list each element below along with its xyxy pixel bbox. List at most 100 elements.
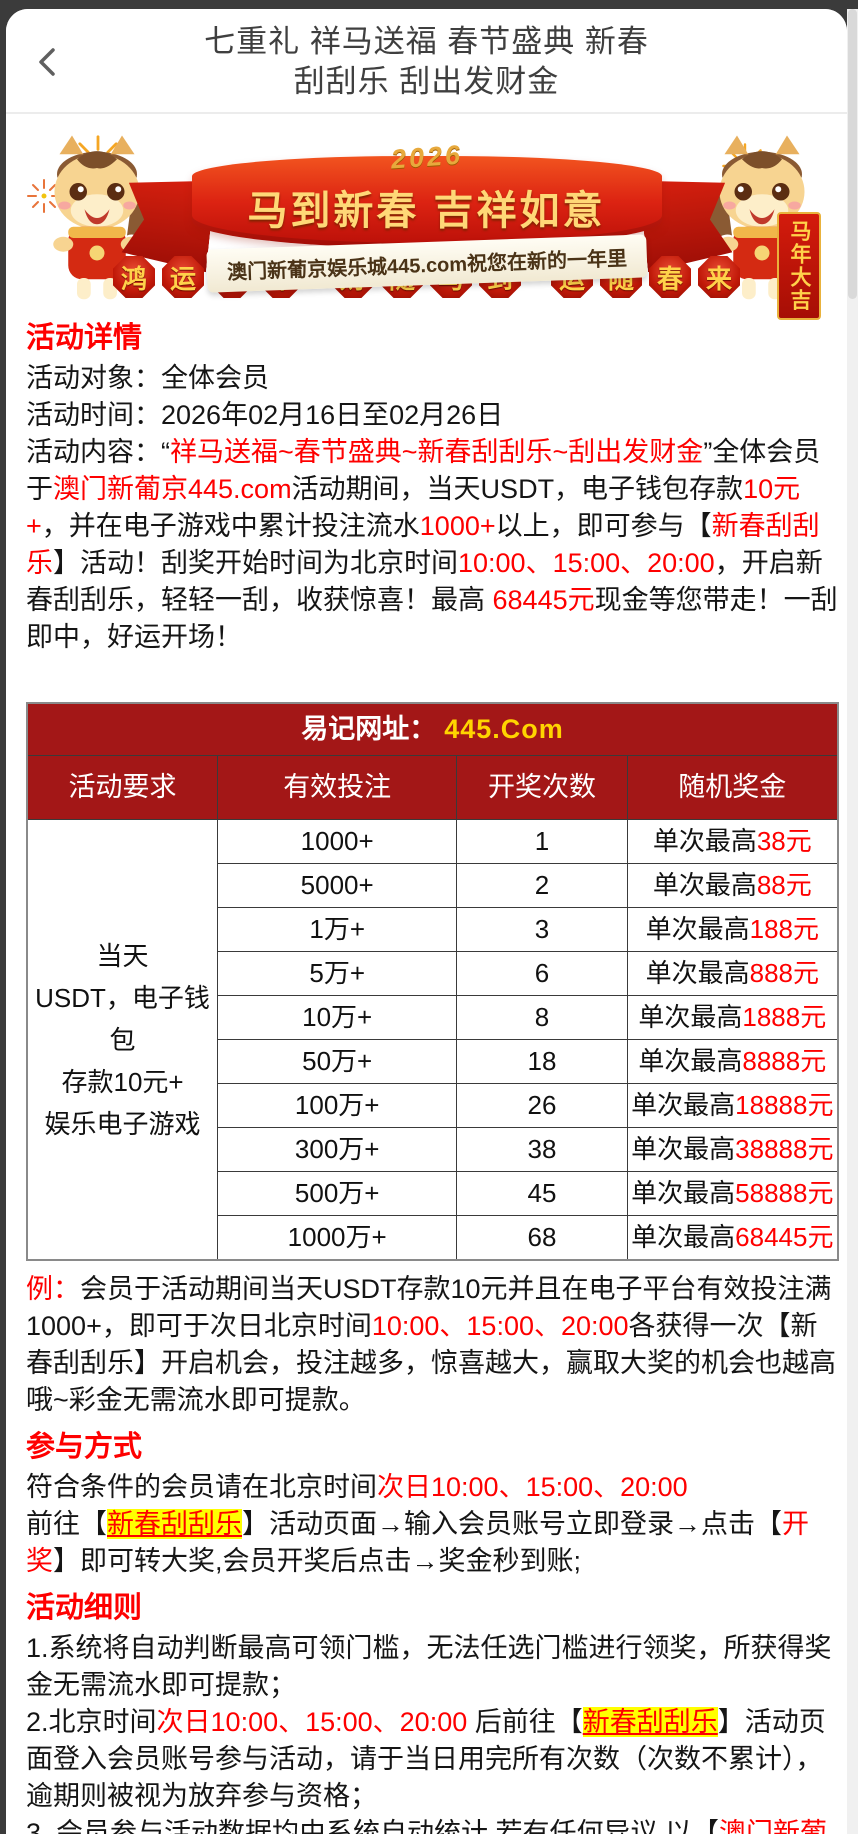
bet-cell: 100万+ bbox=[217, 1083, 458, 1128]
prize-prefix: 单次最高 bbox=[652, 826, 757, 856]
table-row: 100万+ 26 单次最高18888元 bbox=[27, 1083, 839, 1128]
text-segment: 10:00、15:00、20:00 bbox=[371, 1311, 629, 1341]
prize-prefix: 单次最高 bbox=[645, 958, 750, 988]
draws-cell: 3 bbox=[456, 907, 628, 952]
year-label: 2026 bbox=[389, 139, 464, 175]
text-segment: 1.系统将自动判断最高可领门槛，无法任选门槛进行领奖，所获得奖金无需流水即可提款… bbox=[26, 1633, 832, 1700]
text-segment: 现金等您带走！一刮即中，好运开场！ bbox=[26, 585, 838, 652]
ribbon-slogan: 马到新春 吉祥如意 bbox=[247, 189, 606, 233]
rule-item-2: 2.北京时间次日10:00、15:00、20:00 后前往【新春刮刮乐】活动页面… bbox=[26, 1704, 839, 1815]
text-segment: 活动期间，当天USDT，电子钱包存款 bbox=[291, 474, 744, 504]
page-title: 七重礼 祥马送福 春节盛典 新春 刮刮乐 刮出发财金 bbox=[76, 22, 777, 102]
text-segment: 次日10:00、15:00、20:00 bbox=[377, 1472, 688, 1502]
section-heading-rules: 活动细则 bbox=[26, 1592, 143, 1624]
prize-cell: 单次最高188元 bbox=[626, 907, 839, 952]
text-segment: ，开启新春刮刮乐，轻轻一刮，收获惊喜！最高 bbox=[26, 548, 823, 615]
draws-cell: 1 bbox=[456, 819, 628, 864]
prize-value: 18888元 bbox=[735, 1090, 834, 1120]
bet-cell: 10万+ bbox=[217, 995, 458, 1040]
table-row: 1000万+ 68 单次最高68445元 bbox=[27, 1215, 839, 1261]
prize-cell: 单次最高68445元 bbox=[626, 1215, 839, 1261]
back-button[interactable] bbox=[32, 45, 66, 79]
table-url-row: 易记网址： 445.Com bbox=[26, 702, 839, 756]
activity-target-row: 活动对象：全体会员 bbox=[26, 360, 839, 397]
prize-cell: 单次最高88元 bbox=[626, 863, 839, 908]
draws-cell: 38 bbox=[456, 1127, 628, 1172]
example-paragraph: 例：会员于活动期间当天USDT存款10元并且在电子平台有效投注满1000+，即可… bbox=[26, 1271, 839, 1419]
bet-cell: 5万+ bbox=[217, 951, 458, 996]
bet-cell: 50万+ bbox=[217, 1039, 458, 1084]
inline-link[interactable]: 新春刮刮乐 bbox=[107, 1509, 242, 1539]
activity-target-label: 活动对象： bbox=[26, 363, 161, 393]
scrollbar-thumb[interactable] bbox=[848, 9, 857, 299]
activity-time-value: 2026年02月16日至02月26日 bbox=[161, 400, 504, 430]
requirement-line: USDT，电子钱包 bbox=[35, 982, 210, 1055]
prize-cell: 单次最高18888元 bbox=[626, 1083, 839, 1128]
requirement-line: 当天 bbox=[96, 940, 149, 971]
activity-time-label: 活动时间： bbox=[26, 400, 161, 430]
text-segment: 10:00、15:00、20:00 bbox=[458, 548, 715, 578]
text-segment: 后前往【 bbox=[467, 1707, 583, 1737]
col-header-requirement: 活动要求 bbox=[26, 755, 219, 820]
lantern-badge: 鸿 bbox=[113, 256, 155, 298]
bet-cell: 1000万+ bbox=[217, 1215, 458, 1261]
text-segment: 】活动页面→输入会员账号立即登录→点击【 bbox=[242, 1509, 782, 1539]
draws-cell: 45 bbox=[456, 1171, 628, 1216]
requirement-line: 娱乐电子游戏 bbox=[44, 1108, 201, 1139]
prize-prefix: 单次最高 bbox=[652, 870, 757, 900]
text-segment: 2.北京时间 bbox=[26, 1707, 157, 1737]
prize-prefix: 单次最高 bbox=[631, 1222, 736, 1252]
prize-value: 888元 bbox=[749, 958, 819, 988]
prize-value: 68445元 bbox=[735, 1222, 834, 1252]
prize-cell: 单次最高888元 bbox=[626, 951, 839, 996]
activity-time-row: 活动时间：2026年02月16日至02月26日 bbox=[26, 397, 839, 434]
inline-link[interactable]: 新春刮刮乐 bbox=[582, 1707, 718, 1737]
text-segment: 68445元 bbox=[492, 585, 595, 615]
prize-cell: 单次最高58888元 bbox=[626, 1171, 839, 1216]
text-segment: 新春刮刮乐 bbox=[26, 511, 820, 578]
col-header-bet: 有效投注 bbox=[217, 755, 458, 820]
text-segment: 活动内容：“ bbox=[26, 437, 170, 467]
requirement-cell: 当天 USDT，电子钱包 存款10元+ 娱乐电子游戏 bbox=[26, 819, 219, 1261]
promo-card: 七重礼 祥马送福 春节盛典 新春 刮刮乐 刮出发财金 bbox=[6, 9, 847, 1834]
text-segment: 澳门新葡京 bbox=[719, 1818, 828, 1834]
table-row: 5000+ 2 单次最高88元 bbox=[27, 863, 839, 908]
table-row: 50万+ 18 单次最高8888元 bbox=[27, 1039, 839, 1084]
horse-mascot-left bbox=[53, 135, 150, 300]
text-segment: 3. 会员参与活动数据均由系统自动统计,若有任何异议,以【 bbox=[26, 1818, 720, 1834]
promo-content: 活动详情 活动对象：全体会员 活动时间：2026年02月16日至02月26日 活… bbox=[6, 304, 847, 1834]
lantern-badge: 来 bbox=[698, 256, 740, 298]
scrollbar[interactable] bbox=[847, 9, 858, 1834]
horse-year-scroll: 马年大吉 bbox=[777, 212, 821, 320]
ribbon-banner: 马到新春 吉祥如意 bbox=[177, 156, 677, 256]
activity-target-value: 全体会员 bbox=[161, 363, 269, 393]
text-segment: 各获得一次【新春刮刮乐】开启机会，投注越多，惊喜越大，赢取大奖的机会也越高哦~彩… bbox=[26, 1311, 836, 1415]
prize-value: 88元 bbox=[756, 870, 812, 900]
table-row: 5万+ 6 单次最高888元 bbox=[27, 951, 839, 996]
bet-table-body: 当天 USDT，电子钱包 存款10元+ 娱乐电子游戏 1000+ 1 单次最高38元 5000… bbox=[26, 819, 839, 1261]
table-row: 300万+ 38 单次最高38888元 bbox=[27, 1127, 839, 1172]
table-row: 1万+ 3 单次最高188元 bbox=[27, 907, 839, 952]
prize-cell: 单次最高8888元 bbox=[626, 1039, 839, 1084]
prize-value: 38元 bbox=[756, 826, 812, 856]
text-segment: 会员于活动期间当天USDT存款10元并且在电子平台有效投注满1000+，即可于次… bbox=[26, 1274, 832, 1341]
url-value: 445.Com bbox=[444, 714, 564, 744]
activity-content-paragraph: 活动内容：“祥马送福~春节盛典~新春刮刮乐~刮出发财金”全体会员于澳门新葡京44… bbox=[26, 434, 839, 656]
text-segment: ，并在电子游戏中累计投注流水 bbox=[41, 511, 420, 541]
bet-cell: 1000+ bbox=[217, 819, 458, 864]
col-header-prize: 随机奖金 bbox=[626, 755, 839, 820]
draws-cell: 8 bbox=[456, 995, 628, 1040]
participation-line-2: 前往【新春刮刮乐】活动页面→输入会员账号立即登录→点击【开奖】即可转大奖,会员开… bbox=[26, 1506, 839, 1580]
participation-line-1: 符合条件的会员请在北京时间次日10:00、15:00、20:00 bbox=[26, 1469, 839, 1506]
text-segment: 】即可转大奖,会员开奖后点击→奖金秒到账; bbox=[53, 1546, 582, 1576]
section-heading-details: 活动详情 bbox=[26, 322, 143, 354]
text-segment: 1000+ bbox=[419, 511, 496, 541]
lantern-badge: 春 bbox=[649, 256, 691, 298]
bet-cell: 1万+ bbox=[217, 907, 458, 952]
page-title-line2: 刮刮乐 刮出发财金 bbox=[293, 64, 560, 99]
col-header-draws: 开奖次数 bbox=[456, 755, 628, 820]
lantern-badge: 运 bbox=[162, 256, 204, 298]
text-segment: 开奖 bbox=[26, 1509, 809, 1576]
bet-table: 易记网址： 445.Com 活动要求 有效投注 开奖次数 随机奖金 当天 USDT，… bbox=[26, 702, 839, 1261]
bet-cell: 5000+ bbox=[217, 863, 458, 908]
